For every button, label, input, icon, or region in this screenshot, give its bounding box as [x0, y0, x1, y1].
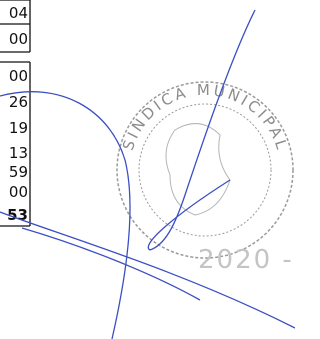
signature-stroke — [150, 10, 255, 250]
table-cell: 04 — [9, 4, 28, 22]
signature-stroke — [22, 228, 200, 300]
table-cell: 00 — [9, 67, 28, 85]
table-cell: 13 — [9, 144, 28, 162]
table-cell: 26 — [9, 93, 28, 111]
stamp-text: SINDICA MUNICIPAL — [119, 81, 292, 154]
signature — [0, 10, 295, 339]
stamp-text-path: SINDICA MUNICIPAL — [119, 81, 292, 154]
page: SINDICA MUNICIPAL 2020 - 202 04 00 00 26 19 1… — [0, 0, 295, 339]
stamp-inner-ring — [139, 104, 271, 236]
table-cell: 00 — [9, 30, 28, 48]
document-scan: SINDICA MUNICIPAL 2020 - 202 04 00 00 26 19 1… — [0, 0, 295, 339]
stamp-year: 2020 - 202 — [198, 245, 295, 275]
signature-stroke — [148, 180, 230, 250]
table-cell: 59 — [9, 163, 28, 181]
table-cell: 19 — [9, 119, 28, 137]
table-cell: 00 — [9, 183, 28, 201]
